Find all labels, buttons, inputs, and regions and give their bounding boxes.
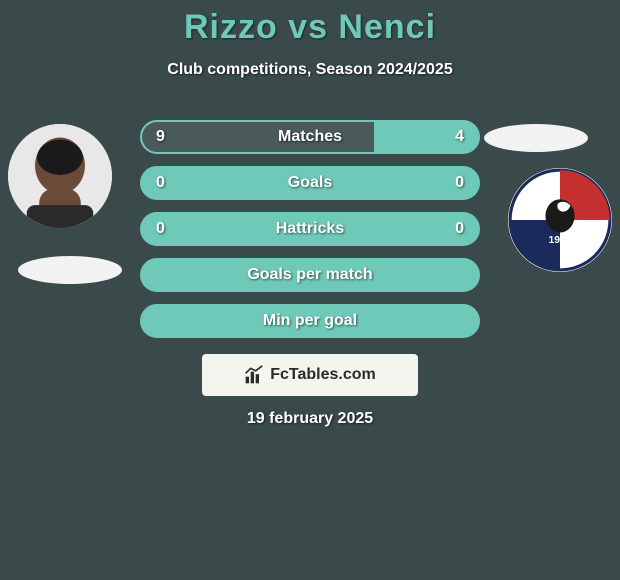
stat-bars: Matches 9 4 Goals 0 0 Hattricks 0 0 Goals per mat… (140, 120, 480, 350)
stat-label: Hattricks (276, 220, 344, 238)
stat-row: Hattricks 0 0 (140, 212, 480, 246)
player-right-avatar: 1919 (508, 168, 612, 272)
stat-label: Goals per match (247, 266, 372, 284)
stat-value-left: 0 (156, 174, 165, 192)
comparison-card: Rizzo vs Nenci Club competitions, Season… (0, 0, 620, 580)
stat-row: Matches 9 4 (140, 120, 480, 154)
source-logo[interactable]: FcTables.com (202, 354, 418, 396)
avatar-left-graphic (8, 124, 112, 228)
stat-row: Min per goal (140, 304, 480, 338)
player-left-club-badge (18, 256, 122, 284)
stat-row: Goals per match (140, 258, 480, 292)
stat-value-right: 0 (455, 174, 464, 192)
stat-row: Goals 0 0 (140, 166, 480, 200)
stat-label: Min per goal (263, 312, 357, 330)
bar-chart-icon (244, 365, 264, 385)
date-label: 19 february 2025 (0, 410, 620, 428)
subtitle: Club competitions, Season 2024/2025 (0, 61, 620, 79)
player-left-avatar (8, 124, 112, 228)
stat-label: Matches (278, 128, 342, 146)
stat-value-left: 9 (156, 128, 165, 146)
stat-value-right: 0 (455, 220, 464, 238)
avatar-right-graphic: 1919 (508, 168, 612, 272)
page-title: Rizzo vs Nenci (0, 8, 620, 47)
svg-text:1919: 1919 (548, 235, 571, 246)
stat-label: Goals (288, 174, 332, 192)
player-right-flag-badge (484, 124, 588, 152)
source-logo-text: FcTables.com (270, 366, 376, 384)
stat-value-right: 4 (455, 128, 464, 146)
stat-value-left: 0 (156, 220, 165, 238)
